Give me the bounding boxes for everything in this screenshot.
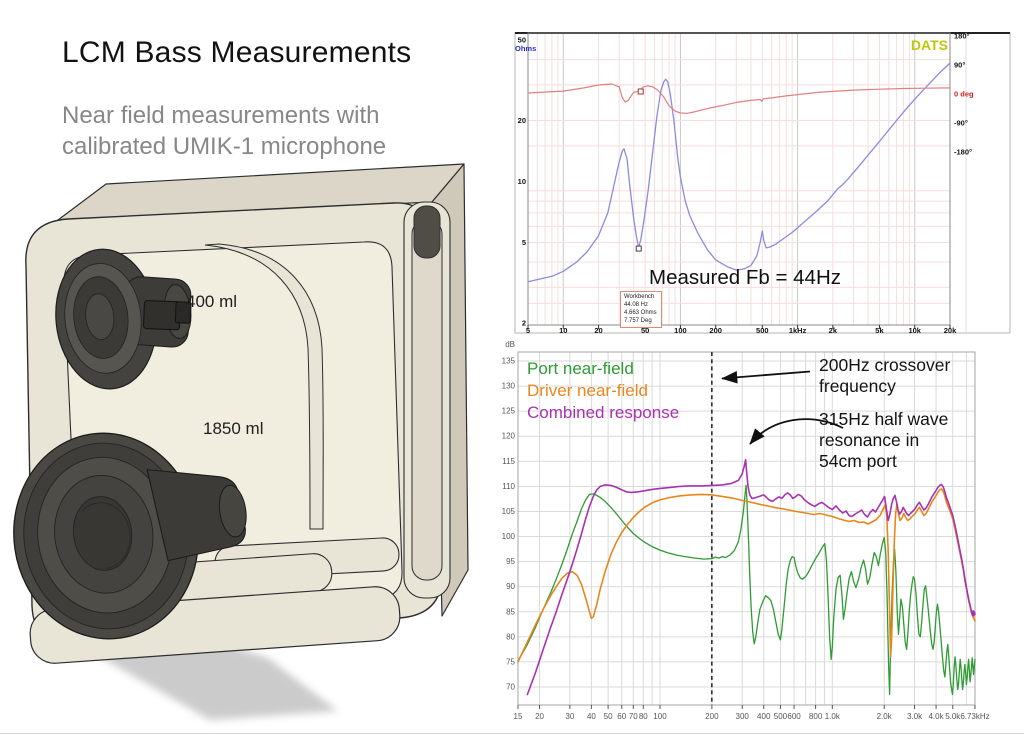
svg-text:20k: 20k — [944, 326, 957, 335]
svg-text:15: 15 — [514, 712, 523, 721]
cursor-line-source: Workbench — [624, 294, 655, 300]
svg-text:50: 50 — [641, 326, 649, 335]
svg-text:110: 110 — [502, 482, 515, 491]
svg-text:10k: 10k — [908, 326, 921, 335]
svg-text:3.0k: 3.0k — [907, 712, 923, 721]
speaker-cad-render — [13, 163, 469, 720]
tweeter-driver — [55, 248, 192, 390]
cursor-line-frequency: 44.08 Hz — [624, 302, 649, 308]
svg-text:5: 5 — [526, 326, 530, 335]
svg-text:85: 85 — [506, 607, 515, 616]
svg-text:5.0k: 5.0k — [945, 712, 961, 721]
svg-text:600: 600 — [787, 712, 801, 721]
chamber-divider-wall — [204, 243, 324, 530]
svg-text:4.0k: 4.0k — [928, 712, 944, 721]
side-port-channel-inner — [411, 219, 443, 581]
svg-text:2: 2 — [522, 319, 526, 328]
svg-text:70: 70 — [506, 683, 515, 692]
svg-text:100: 100 — [502, 532, 516, 541]
svg-text:135: 135 — [502, 357, 516, 366]
svg-text:200: 200 — [705, 712, 719, 721]
svg-text:20: 20 — [518, 116, 526, 125]
svg-text:dB: dB — [505, 340, 515, 349]
svg-text:10: 10 — [559, 326, 567, 335]
response-chart: 135 130 125 120 115 110 105 100 95 90 85 80 75 70 dB 15… — [500, 338, 1000, 730]
svg-text:130: 130 — [502, 382, 516, 391]
port-mouth-opening — [413, 205, 441, 259]
svg-text:500: 500 — [774, 712, 788, 721]
svg-text:-180°: -180° — [954, 148, 972, 157]
svg-text:DATS: DATS — [911, 37, 948, 53]
svg-text:100: 100 — [653, 712, 667, 721]
woofer-driver — [13, 432, 247, 640]
svg-text:60: 60 — [617, 712, 626, 721]
svg-text:500: 500 — [756, 326, 769, 335]
svg-text:120: 120 — [502, 432, 516, 441]
chamber-volume-label-tweeter: 400 ml — [186, 292, 238, 311]
svg-text:50: 50 — [518, 36, 526, 45]
svg-text:30: 30 — [565, 712, 574, 721]
chamber-volume-label-woofer: 1850 ml — [203, 419, 264, 438]
svg-text:1kHz: 1kHz — [789, 326, 807, 335]
cursor-line-ohms: 4.663 Ohms — [624, 310, 657, 316]
fb-annotation: Measured Fb = 44Hz — [649, 266, 841, 289]
svg-text:800: 800 — [809, 712, 823, 721]
woofer-magnet — [146, 469, 246, 562]
legend-item-driver: Driver near-field — [527, 381, 648, 400]
impedance-chart: 5 10 20 50 100 200 500 1kHz 2k 5k 10k 20k50201052Oh… — [514, 32, 1011, 335]
cursor-readout-box: Workbench 44.08 Hz 4.663 Ohms 7.757 Deg — [620, 291, 662, 328]
svg-text:105: 105 — [502, 507, 516, 516]
svg-text:1.0k: 1.0k — [825, 712, 841, 721]
svg-text:6.73kHz: 6.73kHz — [960, 712, 989, 721]
svg-text:90: 90 — [506, 582, 515, 591]
svg-text:80: 80 — [639, 712, 648, 721]
svg-text:115: 115 — [502, 457, 515, 466]
svg-text:400: 400 — [757, 712, 771, 721]
svg-text:180°: 180° — [954, 32, 970, 41]
legend-item-port: Port near-field — [527, 359, 634, 378]
svg-text:125: 125 — [502, 407, 516, 416]
svg-text:40: 40 — [587, 712, 596, 721]
svg-text:Ohms: Ohms — [515, 44, 536, 53]
svg-text:200: 200 — [709, 326, 722, 335]
svg-text:80: 80 — [506, 632, 515, 641]
svg-text:70: 70 — [629, 712, 638, 721]
svg-text:20: 20 — [594, 326, 602, 335]
legend-item-combined: Combined response — [527, 403, 680, 422]
svg-text:5: 5 — [522, 238, 526, 247]
svg-text:10: 10 — [518, 177, 526, 186]
page-subtitle: Near field measurements with calibrated … — [62, 102, 387, 160]
svg-text:100: 100 — [674, 326, 687, 335]
svg-text:5k: 5k — [875, 326, 884, 335]
tweeter-terminal — [143, 300, 181, 331]
svg-text:2.0k: 2.0k — [877, 712, 893, 721]
svg-text:-90°: -90° — [954, 119, 968, 128]
response-legend: Port near-field Driver near-field Combin… — [527, 358, 679, 424]
svg-text:300: 300 — [736, 712, 750, 721]
woofer-magnet-cap — [218, 484, 247, 538]
svg-text:2k: 2k — [829, 326, 838, 335]
svg-text:95: 95 — [506, 557, 515, 566]
svg-text:75: 75 — [506, 657, 515, 666]
page-title: LCM Bass Measurements — [62, 36, 412, 69]
svg-text:50: 50 — [604, 712, 613, 721]
svg-text:20: 20 — [535, 712, 544, 721]
svg-text:90°: 90° — [954, 61, 965, 70]
cursor-line-phase: 7.757 Deg — [624, 318, 652, 324]
annotation-resonance: 315Hz half wave resonance in 54cm port — [819, 409, 949, 471]
annotation-crossover: 200Hz crossover frequency — [819, 355, 951, 396]
svg-text:0 deg: 0 deg — [954, 90, 974, 99]
